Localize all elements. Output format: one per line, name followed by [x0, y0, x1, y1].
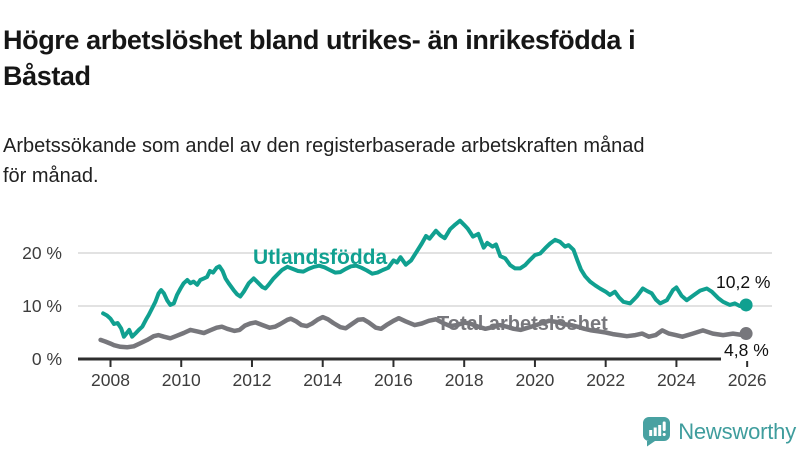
- y-tick-label-0%: 0 %: [31, 349, 62, 369]
- page-title: Högre arbetslöshet bland utrikes- än inr…: [3, 22, 797, 94]
- series-end-dot-0: [739, 298, 753, 312]
- x-tick-label-2026: 2026: [727, 370, 767, 390]
- x-tick-label-2008: 2008: [91, 370, 130, 390]
- series-end-dot-1: [739, 327, 753, 341]
- newsworthy-wordmark: Newsworthy: [678, 419, 796, 444]
- series-label-utlandsfodda: Utlandsfödda: [253, 246, 388, 269]
- end-value-label-total: 4,8 %: [721, 340, 772, 361]
- series-line-0: [101, 218, 749, 339]
- series-label-total-arbetsloshet: Total arbetslöshet: [437, 313, 608, 335]
- x-tick-label-2022: 2022: [586, 370, 626, 390]
- newsworthy-logo-icon: [643, 417, 671, 447]
- x-tick-label-2024: 2024: [656, 370, 696, 390]
- page-subtitle-line1: Arbetssökande som andel av den registerb…: [3, 135, 645, 157]
- page-title-line1: Högre arbetslöshet bland utrikes- än inr…: [3, 25, 636, 56]
- x-tick-label-2010: 2010: [161, 370, 201, 390]
- bar-2: [653, 427, 657, 436]
- series-line-1: [98, 314, 749, 350]
- x-tick-label-2012: 2012: [232, 370, 272, 390]
- exclamation-dot: [662, 433, 666, 436]
- newsworthy-brand[interactable]: Newsworthy: [643, 417, 796, 447]
- page-title-line2: Båstad: [3, 61, 91, 92]
- x-tick-label-2020: 2020: [515, 370, 555, 390]
- page-subtitle-line2: för månad.: [3, 164, 99, 187]
- page-subtitle: Arbetssökande som andel av den registerb…: [3, 132, 783, 191]
- bar-1: [649, 430, 653, 436]
- end-value-label-utlandsfodda: 10,2 %: [716, 272, 771, 292]
- x-tick-label-2014: 2014: [303, 370, 343, 390]
- y-tick-label-20%: 20 %: [22, 243, 62, 263]
- x-tick-label-2018: 2018: [444, 370, 484, 390]
- y-tick-label-10%: 10 %: [22, 296, 62, 316]
- exclamation-stem: [662, 421, 666, 431]
- x-tick-label-2016: 2016: [373, 370, 413, 390]
- bar-3: [658, 425, 662, 436]
